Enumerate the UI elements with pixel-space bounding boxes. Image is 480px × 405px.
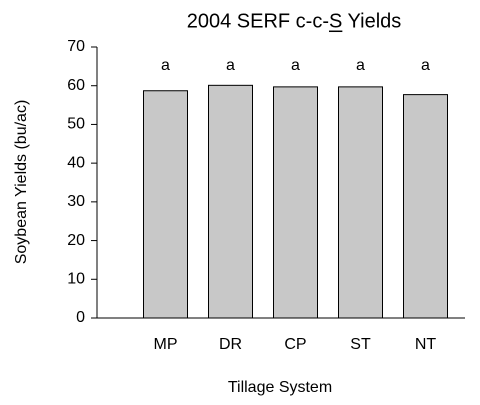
chart-title: 2004 SERF c-c-S Yields — [187, 10, 402, 32]
annotation: a — [226, 57, 235, 74]
bar — [403, 94, 448, 319]
y-tick-label: 50 — [67, 116, 85, 133]
bar — [143, 90, 188, 319]
y-tick-label: 30 — [67, 193, 85, 210]
y-tick-label: 60 — [67, 77, 85, 94]
bar — [208, 84, 253, 319]
x-tick-label: MP — [154, 336, 178, 353]
y-tick-label: 70 — [67, 38, 85, 55]
x-axis-label: Tillage System — [228, 379, 332, 396]
annotation: a — [161, 57, 170, 74]
y-tick-label: 40 — [67, 154, 85, 171]
x-tick-label: NT — [415, 336, 437, 353]
annotation: a — [356, 57, 365, 74]
x-tick-label: CP — [284, 336, 306, 353]
y-axis-label: Soybean Yields (bu/ac) — [13, 100, 30, 265]
annotation: a — [291, 57, 300, 74]
y-tick-label: 0 — [76, 309, 85, 326]
bar — [338, 86, 383, 319]
annotation: a — [421, 57, 430, 74]
bar — [273, 86, 318, 319]
x-tick-label: DR — [219, 336, 242, 353]
y-tick-label: 20 — [67, 232, 85, 249]
x-tick-label: ST — [350, 336, 371, 353]
y-tick-label: 10 — [67, 271, 85, 288]
